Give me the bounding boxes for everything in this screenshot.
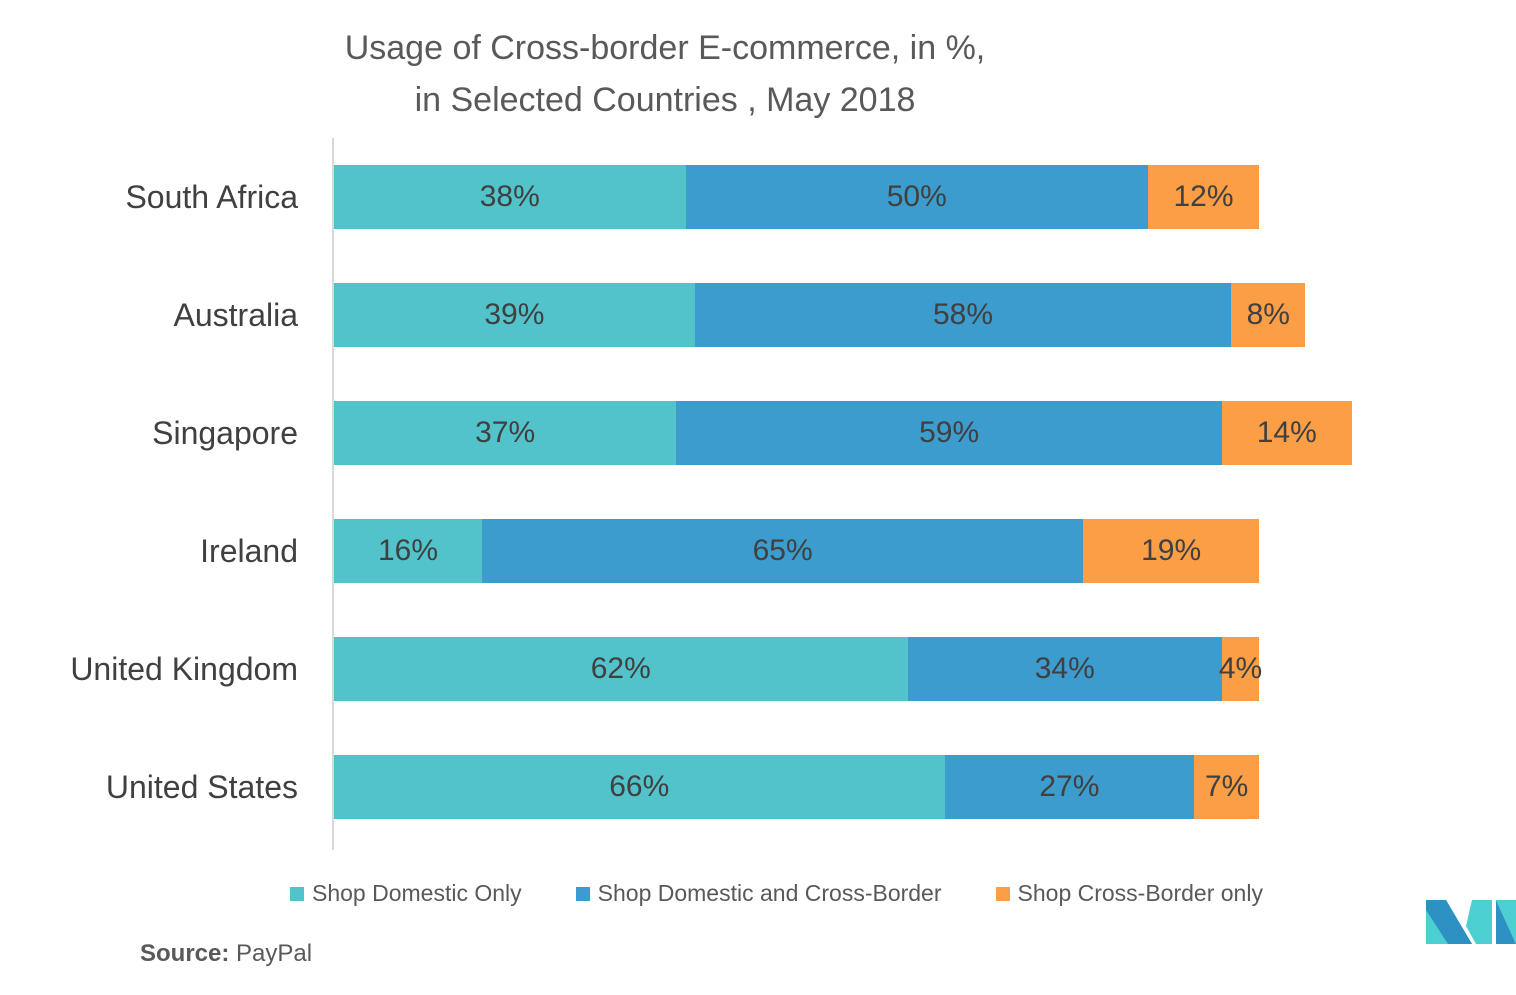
chart-title: Usage of Cross-border E-commerce, in %, … xyxy=(0,22,1330,126)
data-label: 66% xyxy=(609,770,670,803)
data-label: 39% xyxy=(484,298,545,331)
bar-row-united-kingdom: 62% 34% 4% xyxy=(334,637,1263,701)
source-value: PayPal xyxy=(236,940,313,967)
bar-segment-shop-domestic-only: 66% xyxy=(334,755,945,819)
bar-segment-shop-domestic-only: 62% xyxy=(334,637,908,701)
data-label: 7% xyxy=(1204,770,1249,803)
bar-segment-shop-cross-border-only: 8% xyxy=(1231,283,1306,347)
source-note: Source: PayPal xyxy=(140,940,312,968)
category-label-united-kingdom: United Kingdom xyxy=(70,651,298,687)
bar-segment-shop-cross-border-only: 12% xyxy=(1148,165,1259,229)
legend-swatch xyxy=(575,886,590,901)
legend-label: Shop Domestic Only xyxy=(312,880,522,906)
data-label: 4% xyxy=(1218,652,1263,685)
category-label-south-africa: South Africa xyxy=(125,179,298,215)
logo-shape-2 xyxy=(1426,900,1472,944)
bar-row-australia: 39% 58% 8% xyxy=(334,283,1306,347)
source-label: Source: xyxy=(140,940,230,967)
legend-swatch xyxy=(290,886,304,901)
bar-segment-shop-domestic-and-cross-border: 59% xyxy=(676,401,1222,465)
legend-item-cross-border-only: Shop Cross-Border only xyxy=(995,880,1263,907)
category-label-united-states: United States xyxy=(105,769,298,805)
data-label: 16% xyxy=(377,534,439,567)
category-label-ireland: Ireland xyxy=(200,533,298,569)
data-label: 12% xyxy=(1173,180,1234,213)
bar-segment-shop-domestic-only: 38% xyxy=(334,165,686,229)
data-label: 14% xyxy=(1256,416,1317,449)
data-label: 50% xyxy=(886,180,947,213)
bar-row-united-states: 66% 27% 7% xyxy=(334,755,1259,819)
legend: Shop Domestic Only Shop Domestic and Cro… xyxy=(290,880,1317,907)
legend-label: Shop Domestic and Cross-Border xyxy=(597,880,942,906)
legend-label: Shop Cross-Border only xyxy=(1017,880,1263,906)
data-label: 62% xyxy=(590,652,651,685)
bar-segment-shop-cross-border-only: 4% xyxy=(1218,637,1263,701)
bar-row-ireland: 16% 65% 19% xyxy=(334,519,1259,583)
category-label-australia: Australia xyxy=(173,297,299,333)
logo-shape-5 xyxy=(1496,900,1516,944)
data-label: 65% xyxy=(752,534,813,567)
logo-shape-3 xyxy=(1466,900,1492,944)
data-label: 8% xyxy=(1246,298,1290,331)
bar-segment-shop-cross-border-only: 19% xyxy=(1083,519,1259,583)
data-label: 38% xyxy=(479,180,540,213)
chart-title-line-2: in Selected Countries , May 2018 xyxy=(414,81,916,119)
data-label: 27% xyxy=(1039,770,1100,803)
chart-title-line-1: Usage of Cross-border E-commerce, in %, xyxy=(344,29,986,67)
bar-row-singapore: 37% 59% 14% xyxy=(334,401,1352,465)
legend-item-domestic-and-cross-border: Shop Domestic and Cross-Border xyxy=(575,880,942,907)
data-label: 19% xyxy=(1141,534,1202,567)
bar-segment-shop-cross-border-only: 7% xyxy=(1194,755,1259,819)
bar-segment-shop-domestic-and-cross-border: 27% xyxy=(944,755,1195,819)
bar-segment-shop-domestic-only: 37% xyxy=(334,401,677,465)
bar-segment-shop-domestic-only: 39% xyxy=(334,283,695,347)
y-axis-line xyxy=(332,138,334,850)
bar-segment-shop-domestic-and-cross-border: 34% xyxy=(907,637,1222,701)
bar-row-south-africa: 38% 50% 12% xyxy=(334,165,1259,229)
bar-segment-shop-domestic-and-cross-border: 58% xyxy=(694,283,1232,347)
bar-segment-shop-cross-border-only: 14% xyxy=(1222,401,1352,465)
bar-segment-shop-domestic-and-cross-border: 65% xyxy=(482,519,1084,583)
data-label: 34% xyxy=(1034,652,1095,685)
bar-segment-shop-domestic-only: 16% xyxy=(334,519,482,583)
bar-segment-shop-domestic-and-cross-border: 50% xyxy=(685,165,1148,229)
category-label-singapore: Singapore xyxy=(152,415,298,451)
legend-swatch xyxy=(995,886,1010,901)
data-label: 58% xyxy=(932,298,994,331)
data-label: 59% xyxy=(919,416,980,449)
data-label: 37% xyxy=(475,416,536,449)
company-logo-icon xyxy=(1426,900,1516,944)
legend-item-domestic-only: Shop Domestic Only xyxy=(290,880,522,907)
